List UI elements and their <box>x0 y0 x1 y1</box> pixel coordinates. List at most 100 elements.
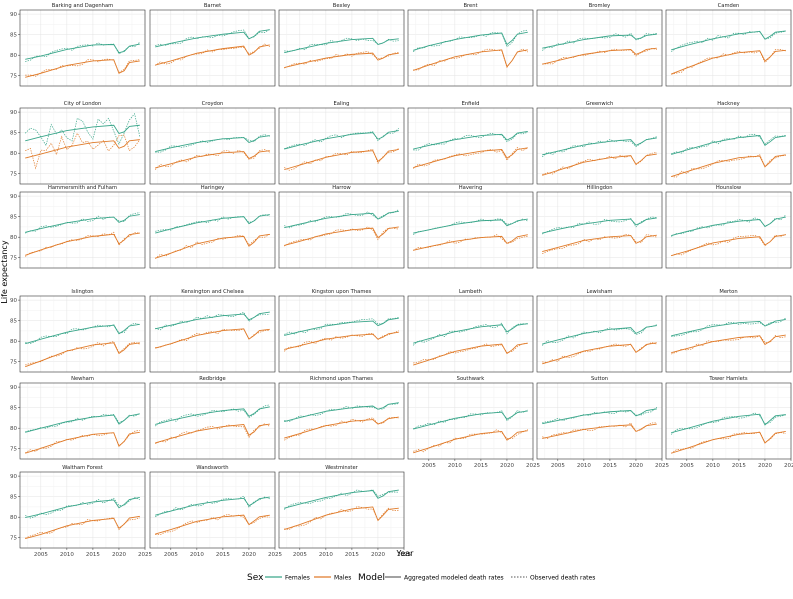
modeled-line-males <box>284 506 399 530</box>
panel-background <box>279 472 404 548</box>
panel-title: Brent <box>463 3 477 9</box>
observed-line-males <box>25 231 140 257</box>
facet-panel: Barnet <box>149 3 276 87</box>
panel-background <box>20 10 145 86</box>
modeled-line-males <box>25 139 140 159</box>
x-tick-label: 2005 <box>164 552 178 558</box>
observed-line-males <box>284 226 399 247</box>
observed-line-females <box>413 131 528 151</box>
x-tick-label: 2010 <box>706 463 720 469</box>
y-axis-label: Life expectancy <box>0 240 9 303</box>
y-tick-label: 80 <box>10 426 17 432</box>
x-tick-label: 2020 <box>629 463 643 469</box>
y-tick-label: 75 <box>10 74 17 80</box>
facet-panel: Southwark 2005 2010 2015 2020 2025 <box>407 376 540 469</box>
modeled-line-males <box>155 44 270 66</box>
observed-line-males <box>413 48 528 71</box>
panel-title: Bromley <box>589 3 611 9</box>
y-tick-label: 90 <box>10 110 17 116</box>
modeled-line-males <box>155 514 270 535</box>
facet-panel: Waltham Forest 75 80 85 90 2005 2010 2015 2020 20… <box>10 465 152 558</box>
observed-line-males <box>542 48 657 65</box>
x-tick-label: 2015 <box>603 463 617 469</box>
legend-label-observed: Observed death rates <box>530 575 595 582</box>
panel-border <box>149 9 276 87</box>
x-tick-label: 2020 <box>500 463 514 469</box>
x-tick-label: 2025 <box>526 463 540 469</box>
x-tick-label: 2010 <box>319 552 333 558</box>
modeled-line-females <box>542 33 657 49</box>
y-tick-label: 90 <box>10 12 17 18</box>
observed-line-females <box>25 322 140 344</box>
panel-background <box>150 108 275 184</box>
panel-border <box>19 295 146 373</box>
modeled-line-males <box>155 150 270 169</box>
observed-line-males <box>542 233 657 254</box>
panel-border <box>149 107 276 185</box>
panel-title: City of London <box>64 101 101 107</box>
x-tick-label: 2005 <box>34 552 48 558</box>
modeled-line-females <box>155 214 270 234</box>
observed-line-females <box>671 30 786 52</box>
panel-title: Greenwich <box>586 101 614 107</box>
modeled-line-females <box>671 30 786 51</box>
panel-background <box>408 10 533 86</box>
observed-line-females <box>284 209 399 229</box>
facet-panel: Hackney <box>665 101 792 185</box>
observed-line-males <box>284 416 399 441</box>
panel-title: Redbridge <box>199 376 226 382</box>
facet-panel: Hillingdon <box>536 185 663 269</box>
x-tick-label: 2025 <box>655 463 669 469</box>
facet-panel: Greenwich <box>536 101 663 185</box>
observed-line-males <box>284 148 399 171</box>
modeled-line-females <box>284 317 399 336</box>
panel-title: Harrow <box>332 185 351 191</box>
observed-line-females <box>542 406 658 423</box>
panel-border <box>149 295 276 373</box>
panel-title: Enfield <box>462 101 480 107</box>
panel-border <box>19 191 146 269</box>
panel-border <box>19 471 146 549</box>
facet-panel: Brent <box>407 3 534 87</box>
x-tick-label: 2025 <box>268 552 282 558</box>
observed-line-males <box>542 422 657 439</box>
legend-label-females: Females <box>285 575 310 582</box>
panel-border <box>19 382 146 460</box>
observed-line-males <box>413 234 528 251</box>
panel-border <box>536 107 663 185</box>
panel-border <box>19 9 146 87</box>
observed-line-males <box>413 342 528 364</box>
observed-line-females <box>671 317 786 338</box>
panel-background <box>150 10 275 86</box>
modeled-line-females <box>155 311 270 330</box>
panel-title: Lambeth <box>459 289 482 295</box>
panel-background <box>537 10 662 86</box>
panel-title: Hillingdon <box>586 185 612 191</box>
panel-border <box>665 295 792 373</box>
x-tick-label: 2025 <box>397 552 411 558</box>
x-tick-label: 2015 <box>86 552 100 558</box>
panel-title: Lewisham <box>587 289 613 295</box>
modeled-line-males <box>25 232 140 256</box>
panel-border <box>536 191 663 269</box>
panel-title: Hammersmith and Fulham <box>48 185 117 191</box>
observed-line-females <box>155 495 270 518</box>
y-tick-label: 80 <box>10 151 17 157</box>
panels-layer: Barking and Dagenham 75 80 85 90 Barnet Bexley… <box>10 3 793 558</box>
panel-border <box>407 9 534 87</box>
modeled-line-males <box>413 234 528 251</box>
panel-background <box>279 296 404 372</box>
x-tick-label: 2015 <box>216 552 230 558</box>
panel-title: Bexley <box>333 3 350 9</box>
modeled-line-females <box>671 413 786 434</box>
x-tick-label: 2025 <box>784 463 793 469</box>
modeled-line-males <box>25 342 140 368</box>
panel-background <box>537 108 662 184</box>
legend-label-modeled: Aggregated modeled death rates <box>404 575 504 582</box>
panel-title: Barnet <box>204 3 221 9</box>
y-tick-label: 85 <box>10 319 17 325</box>
facet-panel: Hounslow <box>665 185 792 269</box>
panel-title: Westminster <box>325 465 358 471</box>
observed-line-males <box>671 431 786 454</box>
observed-line-females <box>284 403 399 422</box>
